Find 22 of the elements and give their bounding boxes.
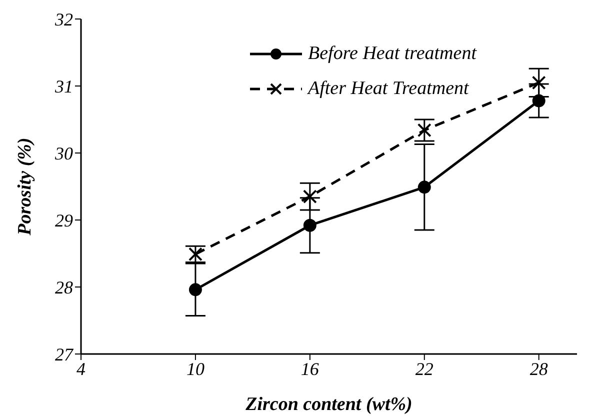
y-tick-label: 30 [54,143,73,164]
y-tick-label: 32 [54,9,73,30]
point [418,180,431,194]
x-tick-label: 28 [530,358,548,379]
x-tick-label: 22 [415,358,434,379]
legend-label: After Heat Treatment [308,78,469,100]
x-tick-label: 4 [76,358,86,379]
point [532,76,546,90]
point [417,123,432,138]
y-tick-label: 27 [55,344,74,364]
y-tick-label: 29 [55,210,73,230]
point [532,94,546,108]
y-tick-label: 31 [54,76,73,96]
legend-label: Before Heat treatment [308,42,476,64]
y-tick-label: 28 [55,277,73,298]
point [303,218,316,232]
y-axis-title: Porosity (%) [14,138,36,236]
x-axis-title: Zircon content (wt%) [244,394,412,415]
x-tick-label: 10 [186,358,204,379]
point [188,283,202,296]
point [302,190,317,204]
x-tick-label: 16 [300,358,319,379]
